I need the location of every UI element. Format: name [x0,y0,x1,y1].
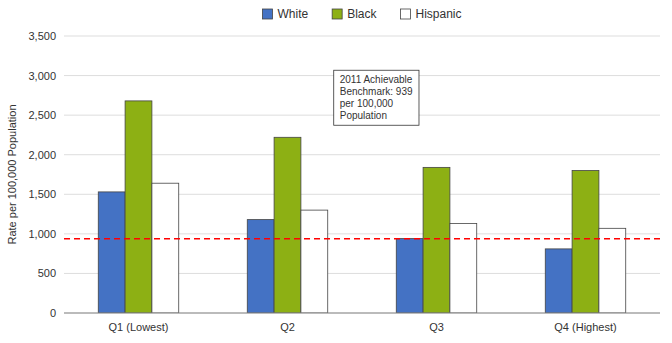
grid-line [64,313,660,314]
y-tick-label: 500 [38,267,56,279]
bar [599,228,626,313]
bar [545,249,572,313]
legend-label: Black [347,7,377,21]
y-tick-label: 1,500 [28,188,56,200]
legend-swatch [401,9,411,19]
bar [450,224,477,313]
chart-container: 0 500 1,000 1,500 2,000 2,500 3,000 3,500 Rate p… [0,0,672,343]
grid-line [64,36,660,37]
legend-label: White [277,7,308,21]
legend-swatch [332,9,342,19]
x-tick-labels: Q1 (Lowest) Q2 Q3 Q4 (Highest) [109,321,617,333]
x-tick-label: Q3 [429,321,444,333]
legend-label: Hispanic [416,7,462,21]
bar [125,101,152,313]
x-tick-label: Q1 (Lowest) [109,321,169,333]
y-tick-label: 2,000 [28,149,56,161]
legend-swatch [262,9,272,19]
y-tick-label: 3,000 [28,70,56,82]
x-tick-label: Q4 (Highest) [554,321,616,333]
legend: White Black Hispanic [262,7,461,21]
y-tick-labels: 0 500 1,000 1,500 2,000 2,500 3,000 3,500 [28,30,56,319]
bar [572,171,599,313]
bar [152,183,179,313]
bar [98,192,125,313]
bar [396,239,423,313]
y-tick-label: 2,500 [28,109,56,121]
bar [423,167,450,313]
y-tick-label: 3,500 [28,30,56,42]
bar [301,210,328,313]
bar [247,220,274,313]
y-axis-label: Rate per 100,000 Population [6,104,18,244]
x-axis-line [64,313,660,314]
y-tick-label: 0 [50,307,56,319]
legend-item: White [262,7,308,21]
reference-line [64,238,660,240]
bar [274,137,301,313]
x-tick-label: Q2 [280,321,295,333]
chart-svg: 0 500 1,000 1,500 2,000 2,500 3,000 3,500 Rate p… [0,0,672,343]
grid-line [64,154,660,155]
legend-item: Hispanic [401,7,462,21]
annotation-text: 2011 AchievableBenchmark: 939per 100,000… [340,74,413,121]
annotation-box [334,70,419,125]
legend-item: Black [332,7,377,21]
y-tick-label: 1,000 [28,228,56,240]
annotation: 2011 AchievableBenchmark: 939per 100,000… [334,70,419,125]
bars [98,101,625,313]
y-grid [64,36,660,313]
